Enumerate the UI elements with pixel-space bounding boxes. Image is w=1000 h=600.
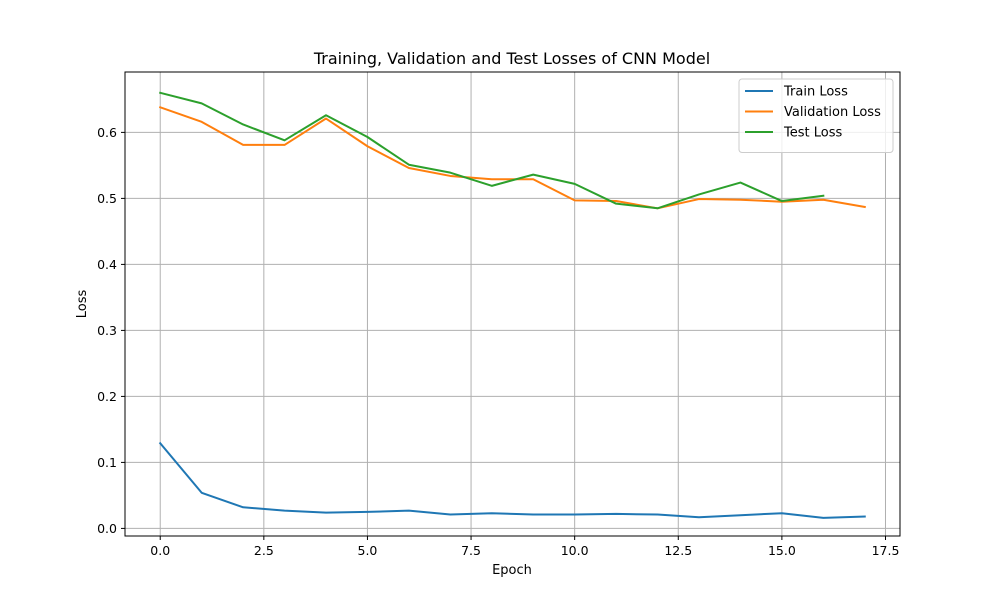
legend-label: Test Loss <box>783 126 842 141</box>
legend-label: Train Loss <box>783 85 848 100</box>
legend-label: Validation Loss <box>784 105 881 120</box>
x-tick-label: 2.5 <box>254 543 274 558</box>
y-tick-label: 0.1 <box>97 455 117 470</box>
x-tick-label: 10.0 <box>561 543 589 558</box>
series-line-train-loss <box>158 441 866 519</box>
y-tick-label: 0.5 <box>97 191 117 206</box>
x-tick-label: 7.5 <box>461 543 481 558</box>
y-axis-ticks: 0.0 0.1 0.2 0.3 0.4 0.5 0.6 <box>97 125 125 536</box>
y-tick-label: 0.0 <box>97 521 117 536</box>
x-tick-label: 12.5 <box>664 543 692 558</box>
y-tick-label: 0.2 <box>97 389 117 404</box>
legend-box <box>738 78 894 153</box>
legend: Train Loss Validation Loss Test Loss <box>738 78 894 153</box>
y-tick-label: 0.3 <box>97 323 117 338</box>
x-axis-ticks: 0.0 2.5 5.0 7.5 10.0 12.5 15.0 17.5 <box>150 536 899 558</box>
plot-area-frame <box>124 71 901 537</box>
x-tick-label: 5.0 <box>358 543 378 558</box>
y-tick-label: 0.6 <box>97 125 117 140</box>
chart-title: Training, Validation and Test Losses of … <box>313 49 710 68</box>
x-tick-label: 15.0 <box>768 543 796 558</box>
x-tick-label: 0.0 <box>150 543 170 558</box>
x-axis-label: Epoch <box>492 563 532 578</box>
series-lines <box>158 91 866 519</box>
y-tick-label: 0.4 <box>97 257 117 272</box>
grid <box>125 72 900 536</box>
y-axis-label: Loss <box>75 290 90 319</box>
series-line-test-loss <box>159 91 825 210</box>
x-tick-label: 17.5 <box>872 543 900 558</box>
